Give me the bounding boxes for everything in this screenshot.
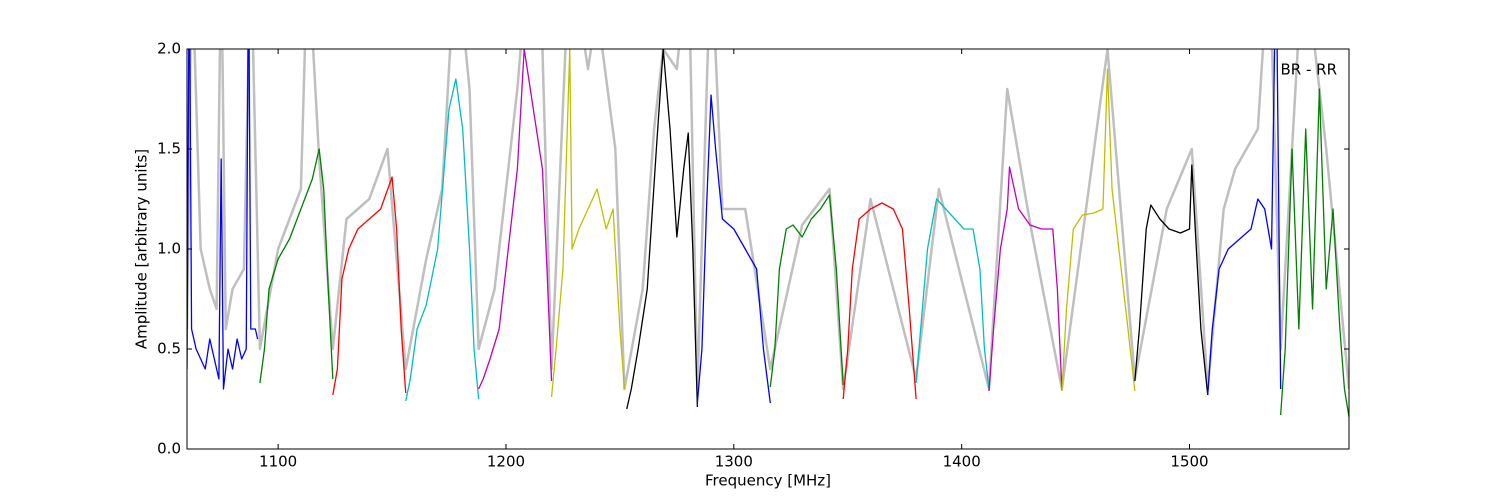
series-line	[478, 49, 553, 390]
series-line	[988, 166, 1063, 392]
series-line	[915, 198, 990, 390]
series-line	[187, 49, 259, 390]
series-line	[1280, 88, 1349, 418]
series-line	[769, 194, 844, 388]
y-tick-label: 0.0	[157, 440, 181, 458]
series-line	[405, 78, 480, 402]
x-tick-label: 1400	[943, 453, 981, 471]
y-tick-label: 1.5	[157, 140, 181, 158]
series-line	[626, 49, 699, 410]
series-line	[842, 202, 917, 400]
series-line	[696, 94, 771, 404]
series-line	[259, 148, 334, 384]
y-tick-label: 2.0	[157, 40, 181, 58]
y-axis-label: Amplitude [arbitrary units]	[133, 149, 151, 349]
x-tick-label: 1300	[715, 453, 753, 471]
x-tick-label: 1500	[1170, 453, 1208, 471]
annotation: BR - RR	[1280, 61, 1337, 79]
series-line	[187, 49, 1349, 391]
series-line	[1207, 49, 1282, 396]
y-tick-label: 1.0	[157, 240, 181, 258]
series-line	[550, 49, 626, 398]
x-tick-label: 1100	[259, 453, 297, 471]
x-axis-label: Frequency [MHz]	[705, 472, 831, 490]
series-line	[1134, 164, 1209, 396]
y-tick-label: 0.5	[157, 340, 181, 358]
series-line	[332, 176, 407, 396]
plot-lines	[187, 49, 1349, 418]
x-tick-label: 1200	[487, 453, 525, 471]
series-line	[1061, 68, 1136, 392]
